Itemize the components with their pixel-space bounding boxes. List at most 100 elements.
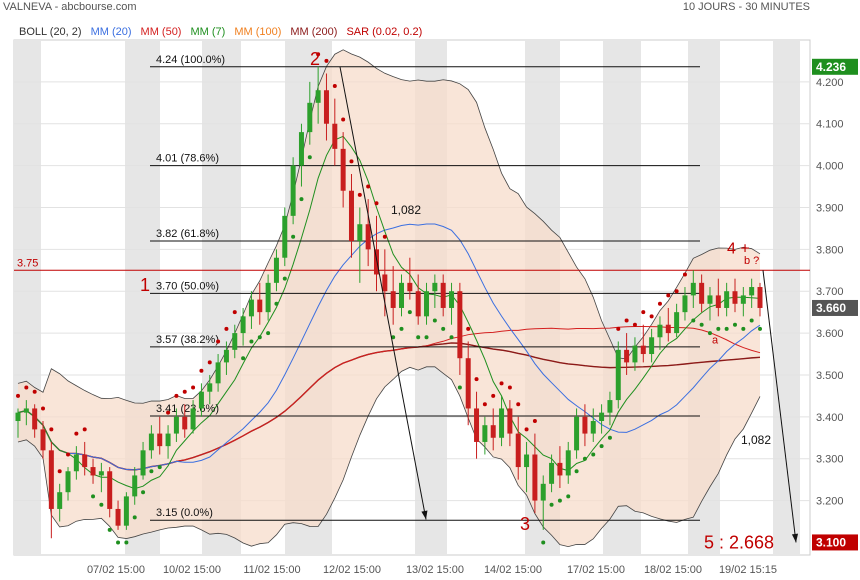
candle-body — [115, 508, 121, 526]
candle-body — [665, 324, 671, 334]
sar-dot — [224, 326, 229, 331]
sar-dot — [374, 201, 379, 206]
legend-item: SAR (0.02, 0.2) — [346, 26, 423, 38]
sar-dot — [282, 276, 287, 281]
candle-body — [574, 416, 580, 451]
sar-dot — [16, 393, 20, 398]
sar-dot — [441, 326, 446, 331]
candle-body — [223, 349, 229, 363]
candle-body — [357, 224, 363, 241]
candle-body — [624, 349, 630, 363]
sar-dot — [599, 444, 604, 449]
y-tick-label: 3.700 — [816, 286, 844, 298]
sar-dot — [141, 490, 146, 495]
sar-dot — [507, 385, 512, 390]
candle-body — [390, 291, 396, 308]
candle-body — [48, 450, 54, 509]
candle-body — [707, 295, 713, 304]
day-band — [14, 40, 41, 555]
sar-dot — [724, 326, 729, 331]
fib-label: 3.57 (38.2%) — [156, 334, 219, 346]
fib-label: 3.70 (50.0%) — [156, 280, 219, 292]
sar-dot — [607, 435, 612, 440]
sar-dot — [732, 322, 737, 327]
legend-item: MM (20) — [90, 26, 132, 38]
x-tick-label: 13/02 15:00 — [406, 564, 464, 576]
price-tag-low: 3.100 — [816, 535, 846, 549]
sar-dot — [616, 326, 621, 331]
sar-dot — [516, 402, 521, 407]
sar-dot — [682, 272, 687, 277]
sar-dot — [741, 326, 746, 331]
sar-dot — [691, 318, 696, 323]
sar-dot — [491, 393, 496, 398]
y-tick-label: 4.100 — [816, 119, 844, 131]
wave-label: 4 + — [727, 241, 750, 258]
sar-dot — [207, 360, 212, 365]
sar-dot — [674, 289, 679, 294]
candle-body — [632, 345, 638, 363]
fib-label: 3.41 (23.6%) — [156, 403, 219, 415]
candle-body — [40, 429, 46, 451]
wave-label: 3 — [520, 514, 530, 534]
candle-body — [557, 462, 563, 476]
candle-body — [348, 190, 354, 241]
day-band — [773, 40, 800, 555]
candle-body — [524, 454, 530, 468]
candle-body — [565, 450, 571, 476]
sar-dot — [582, 456, 587, 461]
wave-label: b ? — [744, 255, 759, 267]
sar-dot — [749, 318, 754, 323]
candle-body — [65, 471, 71, 493]
y-tick-label: 4.000 — [816, 161, 844, 173]
sar-dot — [399, 326, 404, 331]
sar-dot — [541, 540, 546, 545]
sar-dot — [241, 356, 246, 361]
chart-period-label: 10 JOURS - 30 MINUTES — [682, 1, 810, 13]
sar-dot — [474, 377, 479, 382]
fib-label: 3.15 (0.0%) — [156, 507, 213, 519]
resistance-label: 3.75 — [17, 257, 38, 269]
price-tag-high: 4.236 — [816, 60, 846, 74]
x-tick-label: 14/02 15:00 — [484, 564, 542, 576]
sar-dot — [716, 326, 721, 331]
sar-dot — [366, 184, 371, 189]
candle-body — [607, 400, 613, 413]
candle-body — [540, 483, 546, 501]
candle-body — [549, 462, 555, 484]
candle-body — [140, 450, 146, 476]
y-tick-label: 3.200 — [816, 496, 844, 508]
candle-body — [123, 496, 129, 526]
candle-body — [23, 408, 29, 413]
candle-body — [465, 358, 471, 409]
sar-dot — [66, 452, 71, 457]
sar-dot — [49, 427, 54, 432]
candle-body — [382, 274, 388, 292]
sar-dot — [349, 159, 354, 164]
candle-body — [674, 312, 680, 334]
legend-item: MM (100) — [234, 26, 282, 38]
sar-dot — [632, 322, 637, 327]
candle-body — [82, 454, 88, 468]
sar-dot — [149, 469, 154, 474]
candle-body — [232, 333, 238, 350]
candle-body — [599, 412, 605, 422]
indicator-legend: BOLL (20, 2) MM (20) MM (50) MM (7) MM (100)… — [19, 22, 431, 40]
sar-dot — [216, 339, 221, 344]
target-projection-arrow — [762, 270, 797, 543]
y-tick-label: 3.600 — [816, 328, 844, 340]
candle-body — [32, 408, 38, 430]
sar-dot — [407, 310, 412, 315]
sar-dot — [166, 410, 171, 415]
candle-body — [490, 425, 496, 438]
fib-label: 3.82 (61.8%) — [156, 228, 219, 240]
candle-body — [265, 282, 271, 313]
candle-body — [165, 433, 171, 447]
candle-body — [432, 282, 438, 292]
target-projection-arrow-head — [791, 533, 799, 543]
sar-dot — [332, 84, 337, 89]
candle-body — [657, 324, 663, 338]
candle-body — [290, 165, 296, 216]
candle-body — [615, 349, 621, 401]
